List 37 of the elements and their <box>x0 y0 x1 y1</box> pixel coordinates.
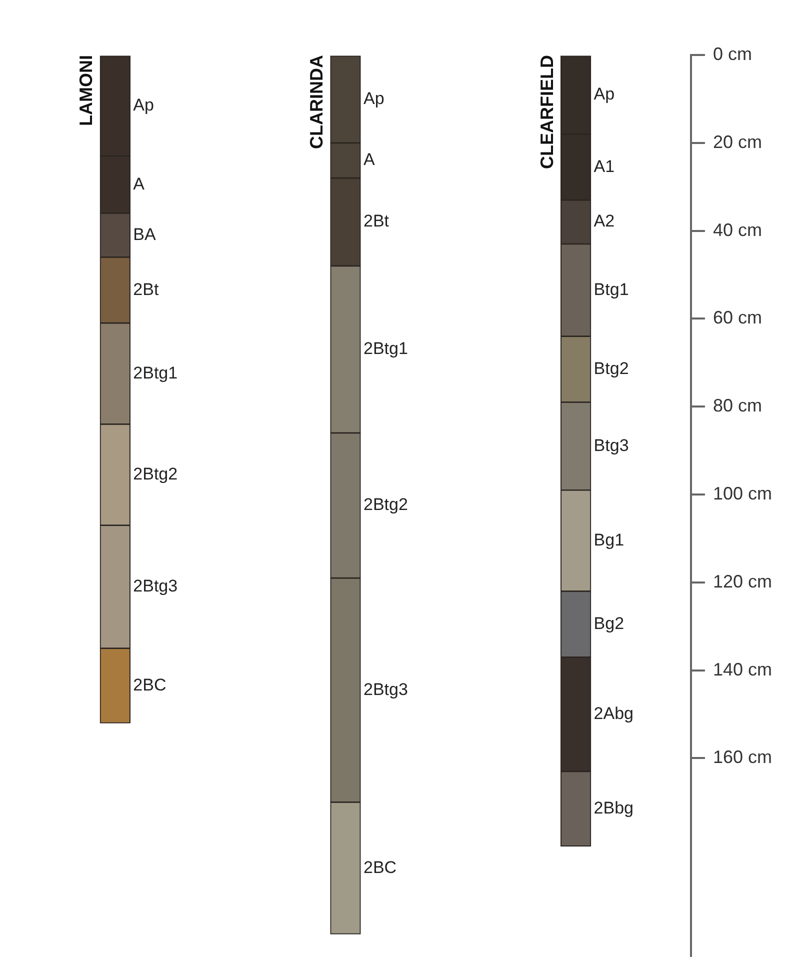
y-tick-label: 60 cm <box>712 308 762 328</box>
series-label: 2Btg2 <box>133 464 178 484</box>
series-label: 2BC <box>133 675 166 694</box>
series-label: 2Bt <box>133 280 159 299</box>
series-label: Btg2 <box>594 358 629 378</box>
series-label: 2Btg1 <box>363 339 408 358</box>
series-label: A1 <box>594 156 615 176</box>
series-label: 2Btg2 <box>363 495 408 514</box>
series-label: A <box>133 174 146 194</box>
y-tick-label: 160 cm <box>712 747 772 768</box>
y-tick-label: 100 cm <box>712 483 772 504</box>
series-label: 2Bbg <box>594 798 634 818</box>
y-tick-label: 80 cm <box>712 396 762 416</box>
x-tick-label: CLEARFIELD <box>536 55 557 169</box>
series-label: A <box>363 150 376 170</box>
series-label: 2Btg3 <box>133 576 178 596</box>
series-label: 2Btg1 <box>133 363 178 382</box>
series-label: Bg2 <box>594 614 624 633</box>
y-tick-label: 140 cm <box>712 659 772 680</box>
series-label: 2BC <box>363 858 397 877</box>
series-label: Ap <box>363 89 384 108</box>
series-label: BA <box>133 224 156 244</box>
series-label: 2Abg <box>594 704 634 723</box>
x-tick-label: CLARINDA <box>306 55 326 149</box>
series-label: Ap <box>594 84 615 104</box>
series-label: A2 <box>594 212 615 231</box>
series-label: Ap <box>133 96 154 115</box>
y-tick-label: 0 cm <box>712 44 752 64</box>
y-tick-label: 20 cm <box>712 132 762 152</box>
series-label: Btg3 <box>594 436 629 455</box>
x-tick-label: LAMONI <box>76 55 96 126</box>
series-label: 2Btg3 <box>363 680 408 699</box>
y-tick-label: 120 cm <box>712 571 772 592</box>
series-label: Btg1 <box>594 280 629 299</box>
series-label: Bg1 <box>594 530 624 550</box>
series-label: 2Bt <box>363 212 390 231</box>
y-tick-label: 40 cm <box>712 220 762 240</box>
